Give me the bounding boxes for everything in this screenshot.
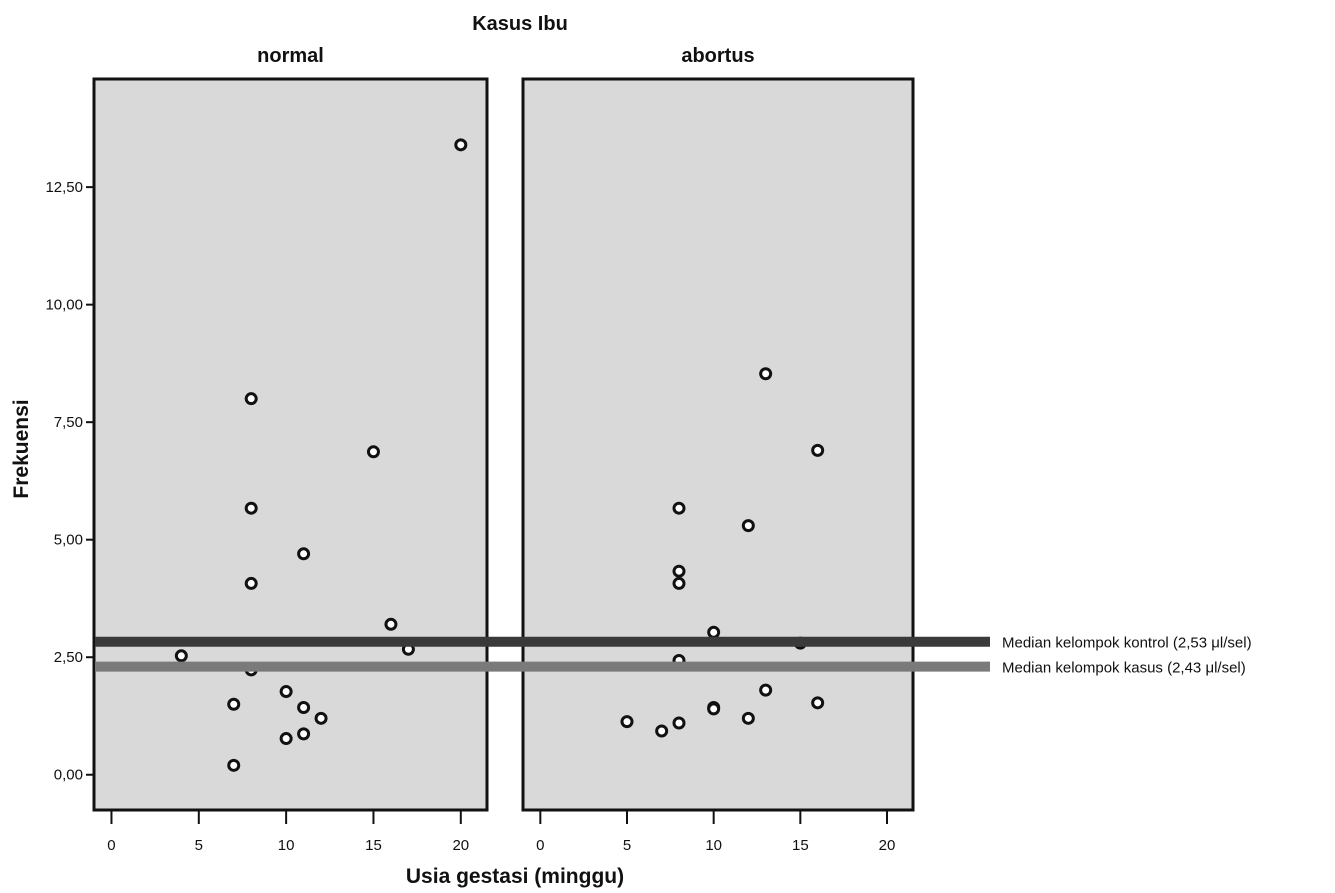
- data-point: [672, 716, 686, 730]
- median-label-kasus: Median kelompok kasus (2,43 μl/sel): [1002, 660, 1246, 677]
- data-point: [227, 697, 241, 711]
- data-point: [244, 392, 258, 406]
- data-point: [227, 758, 241, 772]
- y-tick-label: 5,00: [54, 532, 83, 549]
- data-point: [672, 501, 686, 515]
- data-point: [279, 732, 293, 746]
- data-point: [741, 711, 755, 725]
- data-point: [314, 711, 328, 725]
- x-tick-label: 5: [195, 837, 203, 854]
- super-title: Kasus Ibu: [472, 13, 568, 35]
- y-axis-title: Frekuensi: [10, 399, 33, 498]
- data-point: [759, 367, 773, 381]
- data-point: [672, 564, 686, 578]
- data-point: [811, 443, 825, 457]
- data-point: [279, 685, 293, 699]
- data-point: [297, 547, 311, 561]
- data-point: [174, 649, 188, 663]
- data-point: [297, 727, 311, 741]
- data-point: [244, 501, 258, 515]
- x-tick-label: 5: [623, 837, 631, 854]
- y-tick-label: 7,50: [54, 414, 83, 431]
- panel-title: abortus: [681, 45, 754, 67]
- data-point: [454, 138, 468, 152]
- x-tick-label: 10: [705, 837, 722, 854]
- x-tick-label: 0: [536, 837, 544, 854]
- x-tick-label: 15: [792, 837, 809, 854]
- panel-normal: normal 0 5 10 15 20 0,00 2,50 5,00 7,50 10,00 12,50: [45, 45, 489, 854]
- data-point: [741, 519, 755, 533]
- panel-title: normal: [257, 45, 324, 67]
- data-point: [655, 724, 669, 738]
- x-tick-label: 20: [879, 837, 896, 854]
- x-tick-label: 15: [365, 837, 382, 854]
- panels: normal 0 5 10 15 20 0,00 2,50 5,00 7,50 10,00 12,50…: [45, 45, 915, 854]
- data-point: [620, 715, 634, 729]
- data-point: [244, 576, 258, 590]
- y-tick-label: 10,00: [45, 297, 83, 314]
- data-point: [366, 445, 380, 459]
- x-axis-title: Usia gestasi (minggu): [406, 865, 624, 888]
- data-point: [672, 576, 686, 590]
- panel-abortus: abortus 0 5 10 15 20: [521, 45, 915, 854]
- x-tick-label: 10: [278, 837, 295, 854]
- x-tick-label: 0: [107, 837, 115, 854]
- median-label-kontrol: Median kelompok kontrol (2,53 μl/sel): [1002, 635, 1252, 652]
- y-tick-label: 12,50: [45, 179, 83, 196]
- x-tick-label: 20: [452, 837, 469, 854]
- y-tick-label: 0,00: [54, 767, 83, 784]
- data-point: [384, 617, 398, 631]
- panel-background: [521, 77, 915, 812]
- data-point: [759, 683, 773, 697]
- y-tick-label: 2,50: [54, 649, 83, 666]
- data-point: [707, 702, 721, 716]
- data-point: [811, 696, 825, 710]
- data-point: [707, 625, 721, 639]
- panel-background: [92, 77, 489, 812]
- data-point: [297, 701, 311, 715]
- reference-lines: Median kelompok kontrol (2,53 μl/sel) Med…: [95, 635, 1252, 677]
